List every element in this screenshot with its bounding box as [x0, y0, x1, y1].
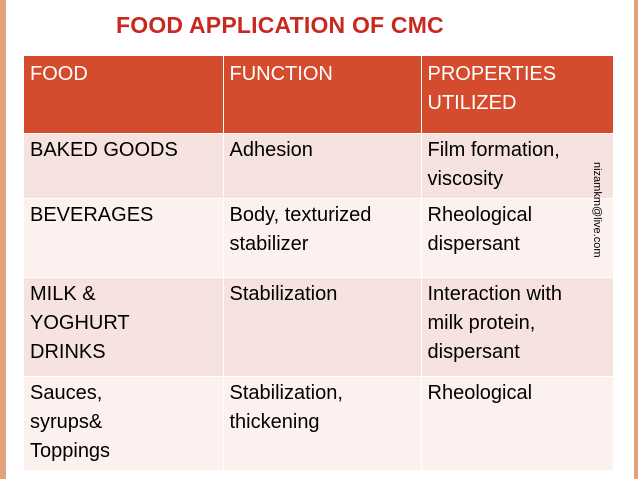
cell-food: Sauces, syrups& Toppings — [24, 376, 224, 471]
header-properties-utilized: PROPERTIES UTILIZED — [421, 56, 614, 134]
cell-food: BAKED GOODS — [24, 133, 224, 199]
cell-food: MILK & YOGHURT DRINKS — [24, 277, 224, 377]
table-header-row: FOOD FUNCTION PROPERTIES UTILIZED — [24, 56, 614, 134]
table-row: MILK & YOGHURT DRINKS Stabilization Inte… — [24, 277, 614, 377]
cell-properties: Film formation, viscosity — [421, 133, 614, 199]
cell-properties: Rheological dispersant — [421, 198, 614, 278]
slide-title: FOOD APPLICATION OF CMC — [116, 12, 444, 38]
cell-function: Adhesion — [223, 133, 422, 199]
email-watermark: nizamkm@live.com — [591, 162, 603, 258]
table-row: BAKED GOODS Adhesion Film formation, vis… — [24, 133, 614, 199]
right-border — [634, 0, 638, 479]
table-row: Sauces, syrups& Toppings Stabilization, … — [24, 376, 614, 471]
header-function: FUNCTION — [223, 56, 422, 134]
cell-properties: Rheological — [421, 376, 614, 471]
cell-properties: Interaction with milk protein, dispersan… — [421, 277, 614, 377]
cell-function: Body, texturized stabilizer — [223, 198, 422, 278]
cell-function: Stabilization, thickening — [223, 376, 422, 471]
table-row: BEVERAGES Body, texturized stabilizer Rh… — [24, 198, 614, 278]
left-border — [0, 0, 6, 479]
cell-food: BEVERAGES — [24, 198, 224, 278]
cell-function: Stabilization — [223, 277, 422, 377]
food-application-table: FOOD FUNCTION PROPERTIES UTILIZED BAKED … — [24, 56, 614, 471]
header-food: FOOD — [24, 56, 224, 134]
